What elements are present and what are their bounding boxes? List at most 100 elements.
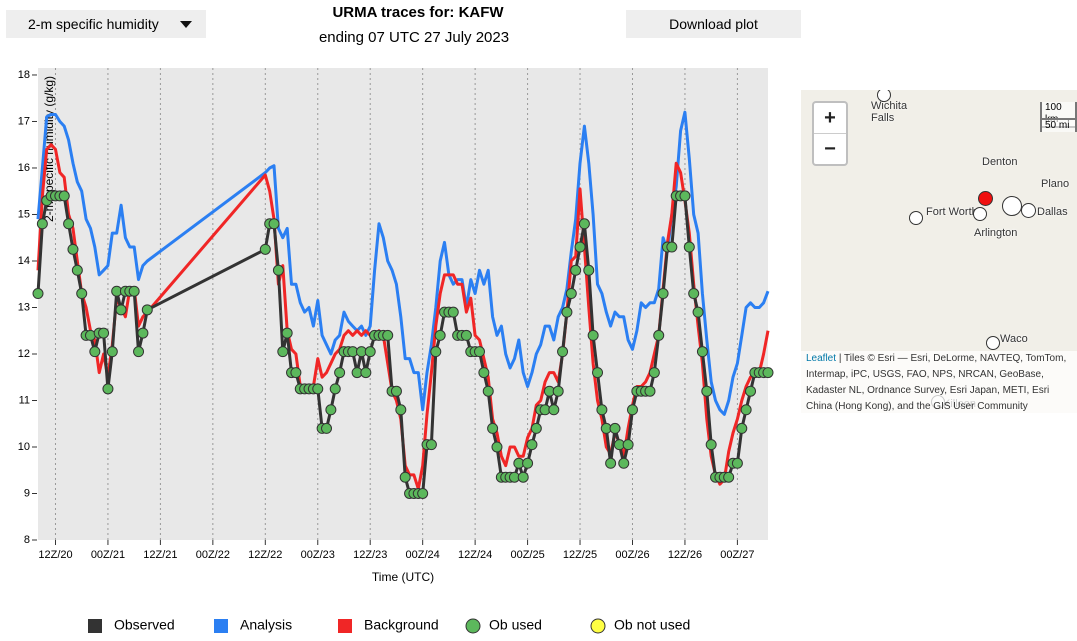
x-tick-label: 00Z/25 [510, 549, 544, 561]
ob-used-marker [487, 422, 499, 434]
ob-used-marker [696, 346, 708, 358]
ob-used-marker [290, 367, 302, 379]
legend-label: Observed [114, 617, 175, 633]
ob-used-marker [644, 385, 656, 397]
y-tick-label: 14 [18, 255, 30, 267]
ob-used-marker [683, 241, 695, 253]
dropdown-label: 2-m specific humidity [28, 16, 159, 32]
y-tick-label: 12 [18, 348, 30, 360]
ob-used-marker [434, 329, 446, 341]
ob-used-marker [736, 422, 748, 434]
ob-used-marker [618, 457, 630, 469]
y-tick-label: 11 [19, 394, 30, 406]
ob-used-marker [102, 383, 114, 395]
ob-used-marker [482, 385, 494, 397]
ob-used-marker [312, 383, 324, 395]
station-marker[interactable] [909, 211, 923, 225]
y-tick-label: 8 [24, 534, 30, 546]
x-tick-label: 12Z/25 [563, 549, 597, 561]
ob-used-marker [382, 329, 394, 341]
ob-used-marker [277, 346, 289, 358]
ob-used-marker [745, 385, 757, 397]
x-tick-label: 00Z/21 [91, 549, 125, 561]
ob-used-marker [272, 264, 284, 276]
ob-used-marker [395, 404, 407, 416]
ob-used-marker [679, 190, 691, 202]
y-tick-label: 9 [24, 487, 30, 499]
chart-subtitle: ending 07 UTC 27 July 2023 [319, 29, 509, 46]
ob-used-marker [592, 367, 604, 379]
ob-used-marker [561, 306, 573, 318]
ob-used-marker [762, 367, 774, 379]
legend-swatch [338, 619, 352, 633]
attribution: Leaflet | Tiles © Esri — Esri, DeLorme, … [801, 351, 1077, 413]
station-marker[interactable] [986, 336, 1000, 350]
station-marker[interactable] [877, 90, 891, 102]
city-label: Denton [982, 156, 1018, 168]
zoom-out[interactable]: − [814, 133, 846, 164]
ob-used-marker [570, 264, 582, 276]
zoom-in[interactable]: + [824, 107, 836, 129]
ob-used-marker [609, 422, 621, 434]
ob-used-marker [491, 441, 503, 453]
ob-used-marker [417, 487, 429, 499]
ob-used-marker [548, 404, 560, 416]
x-tick-label: 00Z/22 [196, 549, 230, 561]
ob-used-marker [596, 404, 608, 416]
ob-used-marker [137, 327, 149, 339]
zoom-control: + − [812, 101, 848, 166]
city-label: Wichita Falls [871, 100, 908, 124]
ob-used-marker [517, 471, 529, 483]
ob-used-marker [98, 327, 110, 339]
y-tick-label: 10 [18, 441, 30, 453]
attribution-link[interactable]: Leaflet [806, 353, 837, 364]
ob-used-marker [605, 457, 617, 469]
ob-used-marker [128, 285, 140, 297]
y-tick-label: 18 [18, 69, 30, 81]
station-marker[interactable] [1021, 203, 1036, 218]
x-tick-label: 12Z/22 [248, 549, 282, 561]
ob-used-marker [473, 346, 485, 358]
legend-swatch [214, 619, 228, 633]
ob-used-marker [522, 457, 534, 469]
ob-used-marker [390, 385, 402, 397]
station-marker[interactable] [1002, 196, 1022, 216]
ob-used-marker [530, 422, 542, 434]
ob-used-marker [626, 404, 638, 416]
chart: URMA traces for: KAFW ending 07 UTC 27 J… [18, 4, 774, 634]
x-axis-label: Time (UTC) [372, 570, 434, 584]
variable-dropdown[interactable]: 2-m specific humidity [6, 10, 206, 38]
ob-used-marker [653, 329, 665, 341]
legend-label: Ob not used [614, 617, 690, 633]
ob-used-marker [268, 218, 280, 230]
download-button[interactable]: Download plot [626, 10, 801, 38]
ob-used-marker [705, 439, 717, 451]
ob-used-marker [141, 304, 153, 316]
ob-used-marker [701, 385, 713, 397]
ob-used-marker [583, 264, 595, 276]
city-label: Waco [1000, 333, 1028, 345]
ob-used-marker [281, 327, 293, 339]
x-tick-label: 12Z/26 [668, 549, 702, 561]
ob-used-marker [666, 241, 678, 253]
legend-label: Ob used [489, 617, 542, 633]
ob-used-marker [76, 288, 88, 300]
map[interactable]: KilleenWacoArlingtonDallasFort WorthPlan… [801, 90, 1077, 413]
plot-background [38, 68, 768, 540]
city-label: Fort Worth [926, 206, 978, 218]
ob-used-marker [692, 306, 704, 318]
y-tick-label: 17 [18, 115, 30, 127]
city-label: Plano [1041, 178, 1070, 190]
legend-label: Background [364, 617, 439, 633]
y-axis-label: 2-m specific humidity (g/kg) [42, 76, 56, 222]
legend-label: Analysis [240, 617, 292, 633]
ob-used-marker [58, 190, 70, 202]
ob-used-marker [133, 346, 145, 358]
station-marker[interactable] [973, 207, 987, 221]
chart-title: URMA traces for: KAFW [332, 4, 504, 21]
x-tick-label: 00Z/27 [720, 549, 754, 561]
ob-used-marker [552, 385, 564, 397]
station-marker[interactable] [978, 191, 993, 206]
city-label: Dallas [1037, 206, 1068, 218]
legend-swatch [88, 619, 102, 633]
